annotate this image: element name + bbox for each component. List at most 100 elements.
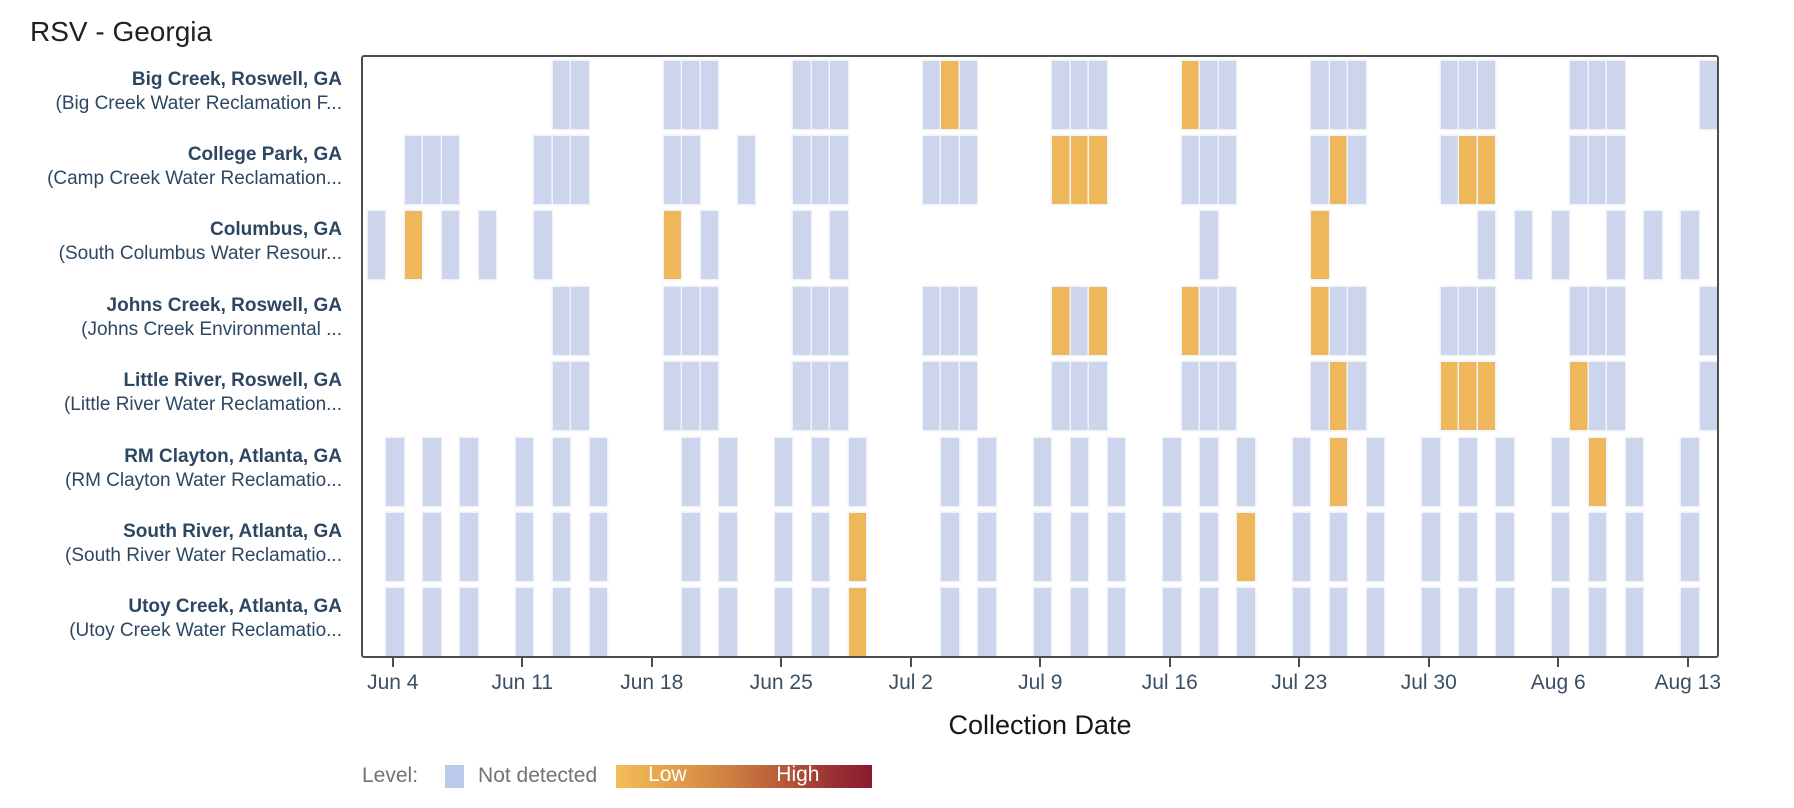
sample-tile xyxy=(700,362,718,431)
sample-tile xyxy=(1107,588,1125,656)
sample-tile xyxy=(941,437,959,506)
sample-tile xyxy=(1311,286,1329,355)
sample-tile xyxy=(1329,362,1347,431)
sample-tile xyxy=(1089,136,1107,205)
sample-tile xyxy=(922,362,940,431)
sample-tile xyxy=(830,362,848,431)
sample-tile xyxy=(571,362,589,431)
sample-tile xyxy=(1459,286,1477,355)
sample-tile xyxy=(552,286,570,355)
sample-tile xyxy=(589,588,607,656)
sample-tile xyxy=(978,588,996,656)
sample-tile xyxy=(478,211,496,280)
facility-name: (Utoy Creek Water Reclamatio... xyxy=(69,620,342,642)
x-tick-mark xyxy=(1168,658,1171,667)
sample-tile xyxy=(552,512,570,581)
sample-tile xyxy=(1311,60,1329,129)
sample-tile xyxy=(1607,211,1625,280)
sample-tile xyxy=(1107,437,1125,506)
x-tick-label: Jun 4 xyxy=(367,671,419,694)
sample-tile xyxy=(367,211,385,280)
sample-tile xyxy=(793,362,811,431)
sample-tile xyxy=(1070,588,1088,656)
legend-level-label: Level: xyxy=(362,764,419,787)
sample-tile xyxy=(460,588,478,656)
sample-tile xyxy=(811,437,829,506)
sample-tile xyxy=(1329,588,1347,656)
sample-tile xyxy=(1237,588,1255,656)
sample-tile xyxy=(589,437,607,506)
sample-tile xyxy=(959,136,977,205)
x-tick-mark xyxy=(1427,658,1430,667)
sample-tile xyxy=(1588,60,1606,129)
sample-tile xyxy=(1070,286,1088,355)
sample-tile xyxy=(1070,512,1088,581)
sample-tile xyxy=(1181,362,1199,431)
sample-tile xyxy=(534,136,552,205)
sample-tile xyxy=(404,136,422,205)
site-name: College Park, GA xyxy=(187,144,342,166)
x-tick-label: Jun 18 xyxy=(620,671,684,694)
sample-tile xyxy=(1570,362,1588,431)
sample-tile xyxy=(719,437,737,506)
x-tick-mark xyxy=(780,658,783,667)
legend: Level: Not detected Low High xyxy=(362,760,873,792)
sample-tile xyxy=(1052,286,1070,355)
sample-tile xyxy=(1607,286,1625,355)
sample-tile xyxy=(1200,60,1218,129)
sample-tile xyxy=(1551,437,1569,506)
sample-tile xyxy=(1163,437,1181,506)
sample-tile xyxy=(1459,512,1477,581)
sample-tile xyxy=(959,60,977,129)
sample-tile xyxy=(811,286,829,355)
sample-tile xyxy=(1329,512,1347,581)
sample-tile xyxy=(386,588,404,656)
sample-tile xyxy=(1459,437,1477,506)
sample-tile xyxy=(830,211,848,280)
sample-tile xyxy=(1070,437,1088,506)
site-label: South River, Atlanta, GA (South River Wat… xyxy=(65,520,342,568)
sample-tile xyxy=(515,437,533,506)
sample-tile xyxy=(1181,136,1199,205)
facility-name: (South River Water Reclamatio... xyxy=(65,544,342,566)
sample-tile xyxy=(552,60,570,129)
sample-tile xyxy=(922,60,940,129)
sample-tile xyxy=(386,512,404,581)
site-name: Little River, Roswell, GA xyxy=(123,370,342,392)
sample-tile xyxy=(682,512,700,581)
sample-tile xyxy=(534,211,552,280)
sample-tile xyxy=(1422,512,1440,581)
sample-tile xyxy=(1477,286,1495,355)
sample-tile xyxy=(1551,588,1569,656)
sample-tile xyxy=(571,60,589,129)
sample-tile xyxy=(1440,362,1458,431)
sample-tile xyxy=(441,136,459,205)
sample-tile xyxy=(663,211,681,280)
sample-tile xyxy=(1625,437,1643,506)
facility-name: (Little River Water Reclamation... xyxy=(63,394,342,416)
sample-tile xyxy=(663,286,681,355)
site-label: RM Clayton, Atlanta, GA (RM Clayton Water… xyxy=(65,445,342,493)
sample-tile xyxy=(460,512,478,581)
sample-tile xyxy=(663,136,681,205)
site-name: Columbus, GA xyxy=(210,219,342,241)
sample-tile xyxy=(1588,588,1606,656)
sample-tile xyxy=(1366,437,1384,506)
facility-name: (RM Clayton Water Reclamatio... xyxy=(65,469,342,491)
sample-tile xyxy=(1292,588,1310,656)
sample-tile xyxy=(1218,136,1236,205)
sample-tile xyxy=(1459,136,1477,205)
legend-high-label: High xyxy=(776,763,820,787)
sample-tile xyxy=(719,512,737,581)
x-tick-mark xyxy=(1039,658,1042,667)
sample-tile xyxy=(441,211,459,280)
sample-tile xyxy=(1348,286,1366,355)
x-axis-title: Collection Date xyxy=(948,710,1132,740)
sample-tile xyxy=(1329,60,1347,129)
sample-tile xyxy=(1200,286,1218,355)
sample-tile xyxy=(1218,362,1236,431)
sample-tile xyxy=(1200,362,1218,431)
sample-tile xyxy=(1089,60,1107,129)
sample-tile xyxy=(1200,211,1218,280)
